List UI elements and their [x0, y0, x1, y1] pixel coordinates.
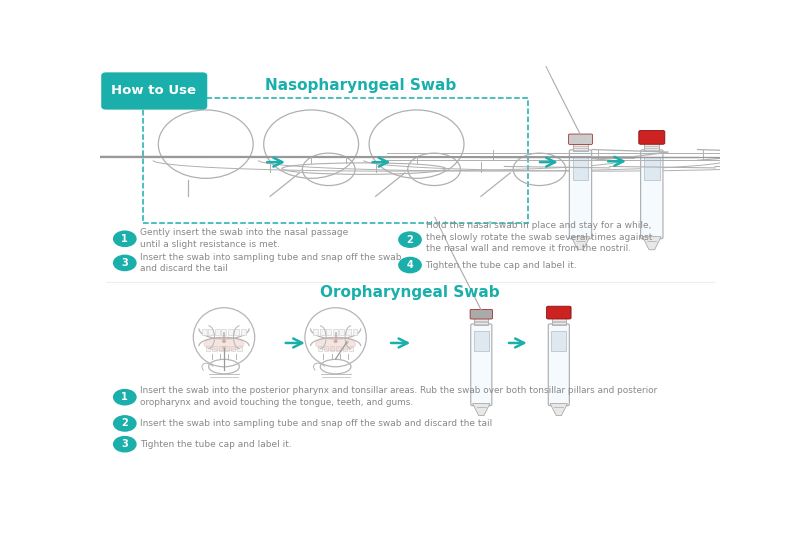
FancyBboxPatch shape — [569, 134, 593, 144]
Bar — [349, 346, 353, 350]
Circle shape — [399, 257, 421, 273]
Text: 1: 1 — [122, 234, 128, 244]
Bar — [202, 329, 206, 334]
Bar — [330, 346, 334, 350]
FancyBboxPatch shape — [638, 130, 665, 144]
Bar — [339, 329, 344, 334]
FancyBboxPatch shape — [470, 324, 492, 406]
Text: 2: 2 — [122, 419, 128, 428]
Bar — [474, 331, 489, 351]
Bar — [324, 346, 328, 350]
Text: 1: 1 — [122, 392, 128, 402]
Bar — [346, 329, 351, 334]
Text: Nasopharyngeal Swab: Nasopharyngeal Swab — [265, 78, 456, 92]
Polygon shape — [473, 404, 490, 416]
FancyBboxPatch shape — [570, 150, 592, 239]
Text: 3: 3 — [122, 258, 128, 268]
Ellipse shape — [222, 346, 226, 349]
Bar — [474, 318, 488, 325]
Text: 2: 2 — [406, 235, 414, 245]
Text: 3: 3 — [122, 439, 128, 449]
Ellipse shape — [334, 340, 338, 343]
Ellipse shape — [204, 338, 244, 351]
Bar — [241, 329, 246, 334]
Bar — [231, 346, 235, 350]
Text: 4: 4 — [406, 260, 414, 270]
Bar — [644, 143, 659, 151]
Circle shape — [399, 232, 421, 248]
Polygon shape — [642, 236, 661, 250]
Bar — [644, 157, 660, 180]
Bar — [552, 318, 566, 325]
Circle shape — [114, 231, 136, 246]
Circle shape — [114, 255, 136, 271]
FancyBboxPatch shape — [641, 150, 663, 239]
Ellipse shape — [345, 341, 349, 343]
Text: Insert the swab into sampling tube and snap off the swab
and discard the tail: Insert the swab into sampling tube and s… — [140, 252, 402, 273]
Bar — [225, 346, 229, 350]
Bar — [353, 329, 358, 334]
Bar — [337, 346, 341, 350]
Circle shape — [114, 416, 136, 431]
Text: Insert the swab into the posterior pharynx and tonsillar areas. Rub the swab ove: Insert the swab into the posterior phary… — [140, 386, 658, 407]
Bar — [208, 329, 214, 334]
Bar — [551, 331, 566, 351]
Bar — [573, 157, 589, 180]
FancyBboxPatch shape — [546, 306, 571, 319]
Polygon shape — [571, 236, 590, 250]
Text: Insert the swab into sampling tube and snap off the swab and discard the tail: Insert the swab into sampling tube and s… — [140, 419, 493, 428]
Bar — [212, 346, 217, 350]
Bar — [222, 329, 226, 334]
Ellipse shape — [315, 338, 356, 351]
Text: Tighten the tube cap and label it.: Tighten the tube cap and label it. — [426, 261, 578, 270]
FancyBboxPatch shape — [548, 324, 570, 406]
Bar — [318, 346, 322, 350]
FancyBboxPatch shape — [102, 73, 207, 109]
Bar — [218, 346, 223, 350]
Bar — [314, 329, 318, 334]
FancyBboxPatch shape — [470, 310, 493, 319]
Circle shape — [114, 437, 136, 452]
Ellipse shape — [222, 340, 226, 343]
Text: Oropharyngeal Swab: Oropharyngeal Swab — [320, 285, 500, 300]
Bar — [320, 329, 325, 334]
Text: Gently insert the swab into the nasal passage
until a slight resistance is met.: Gently insert the swab into the nasal pa… — [140, 228, 349, 249]
Polygon shape — [550, 404, 567, 416]
Bar — [573, 143, 588, 151]
Bar — [206, 346, 210, 350]
Bar — [238, 346, 242, 350]
Bar — [215, 329, 220, 334]
Circle shape — [114, 389, 136, 405]
Bar — [326, 329, 331, 334]
Text: Hold the nasal swab in place and stay for a while,
then slowly rotate the swab s: Hold the nasal swab in place and stay fo… — [426, 221, 652, 254]
Bar — [234, 329, 239, 334]
Text: Tighten the tube cap and label it.: Tighten the tube cap and label it. — [140, 439, 292, 449]
Bar — [342, 346, 347, 350]
Bar — [228, 329, 233, 334]
Bar — [333, 329, 338, 334]
Text: How to Use: How to Use — [111, 85, 197, 97]
